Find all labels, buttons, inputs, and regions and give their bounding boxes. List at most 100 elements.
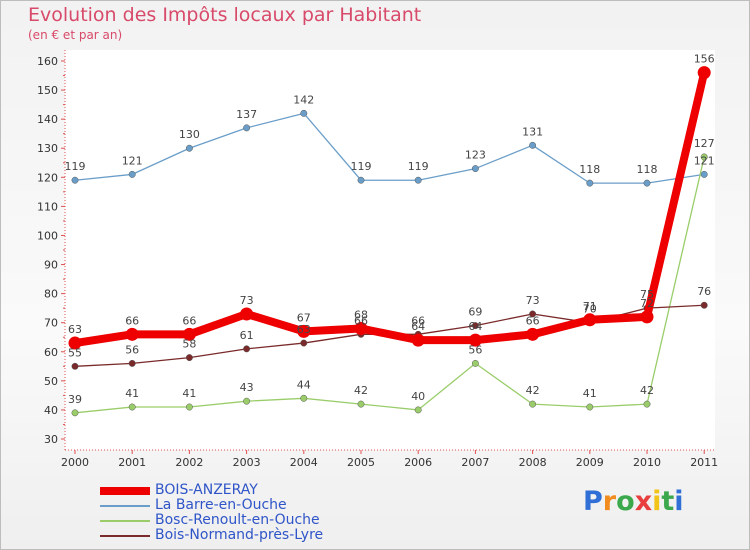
- data-point-2: [471, 359, 479, 367]
- data-label-0: 73: [240, 294, 254, 307]
- data-label-1: 130: [179, 128, 200, 141]
- data-label-2: 42: [640, 384, 654, 397]
- x-tick-label: 2001: [118, 456, 146, 469]
- y-tick-label: 120: [37, 171, 58, 184]
- legend-label-bois-anzeray: BOIS-ANZERAY: [155, 482, 258, 498]
- data-point-0: [240, 307, 254, 321]
- data-point-0: [583, 313, 597, 327]
- data-label-2: 44: [297, 378, 311, 391]
- data-label-3: 55: [68, 346, 82, 359]
- legend-label-la-barre: La Barre-en-Ouche: [155, 497, 287, 513]
- data-label-2: 40: [411, 390, 425, 403]
- data-label-2: 43: [240, 381, 254, 394]
- data-label-0: 64: [411, 320, 425, 333]
- x-tick-label: 2000: [61, 456, 89, 469]
- plot-area: [65, 50, 715, 450]
- legend-swatch-bosc-renoult: [100, 520, 150, 522]
- data-label-1: 123: [465, 149, 486, 162]
- legend-label-bosc-renoult: Bosc-Renoult-en-Ouche: [155, 512, 320, 528]
- x-tick-label: 2007: [461, 456, 489, 469]
- y-tick-label: 80: [44, 288, 58, 301]
- legend-swatch-la-barre: [100, 505, 150, 507]
- y-tick-label: 50: [44, 375, 58, 388]
- data-point-3: [300, 339, 308, 347]
- legend-label-bois-normand: Bois-Normand-près-Lyre: [155, 527, 324, 543]
- y-tick-label: 100: [37, 229, 58, 242]
- data-point-0: [697, 66, 711, 80]
- data-label-1: 121: [122, 154, 143, 167]
- data-point-1: [643, 179, 651, 187]
- data-label-2: 39: [68, 393, 82, 406]
- data-point-1: [300, 109, 308, 117]
- data-point-3: [529, 310, 537, 318]
- data-point-0: [297, 324, 311, 338]
- data-label-0: 156: [694, 53, 715, 66]
- data-point-3: [243, 345, 251, 353]
- data-point-1: [243, 124, 251, 132]
- y-tick-label: 70: [44, 317, 58, 330]
- data-label-1: 119: [408, 160, 429, 173]
- data-point-1: [471, 165, 479, 173]
- data-label-2: 41: [583, 387, 597, 400]
- x-tick-label: 2002: [175, 456, 203, 469]
- data-label-1: 119: [65, 160, 86, 173]
- data-label-0: 67: [297, 311, 311, 324]
- data-point-3: [471, 322, 479, 330]
- data-point-3: [71, 362, 79, 370]
- legend-swatch-bois-anzeray: [100, 487, 150, 495]
- data-point-2: [185, 403, 193, 411]
- y-tick-label: 130: [37, 142, 58, 155]
- data-point-0: [411, 333, 425, 347]
- data-label-2: 41: [125, 387, 139, 400]
- data-point-2: [586, 403, 594, 411]
- data-label-3: 75: [640, 288, 654, 301]
- x-tick-label: 2008: [519, 456, 547, 469]
- data-point-2: [643, 400, 651, 408]
- y-tick-label: 30: [44, 433, 58, 446]
- data-point-2: [300, 394, 308, 402]
- series-line-1: [74, 112, 705, 184]
- y-tick-label: 160: [37, 55, 58, 68]
- data-label-3: 56: [125, 343, 139, 356]
- x-tick-label: 2005: [347, 456, 375, 469]
- y-tick-label: 150: [37, 84, 58, 97]
- logo-letter: r: [602, 486, 617, 517]
- data-point-0: [68, 336, 82, 350]
- data-point-1: [128, 170, 136, 178]
- data-point-0: [640, 310, 654, 324]
- data-label-3: 61: [240, 329, 254, 342]
- proxiti-logo: Proxiti: [583, 486, 684, 517]
- logo-letter: i: [652, 486, 662, 517]
- data-label-3: 66: [354, 314, 368, 327]
- data-label-1: 118: [637, 163, 658, 176]
- data-point-1: [357, 176, 365, 184]
- data-point-1: [185, 144, 193, 152]
- chart-title: Evolution des Impôts locaux par Habitant: [28, 4, 422, 26]
- data-point-2: [243, 397, 251, 405]
- data-label-3: 63: [297, 323, 311, 336]
- chart-subtitle: (en € et par an): [28, 28, 123, 42]
- data-point-3: [185, 354, 193, 362]
- data-point-0: [526, 327, 540, 341]
- y-tick-label: 110: [37, 200, 58, 213]
- data-label-0: 66: [526, 314, 540, 327]
- data-point-2: [357, 400, 365, 408]
- series-line-0: [71, 68, 709, 348]
- data-label-2: 42: [354, 384, 368, 397]
- x-tick-label: 2009: [576, 456, 604, 469]
- data-label-3: 58: [182, 338, 196, 351]
- data-label-1: 131: [522, 125, 543, 138]
- data-point-1: [700, 170, 708, 178]
- data-point-0: [125, 327, 139, 341]
- data-point-0: [468, 333, 482, 347]
- data-label-2: 42: [526, 384, 540, 397]
- data-point-2: [128, 403, 136, 411]
- x-tick-label: 2004: [290, 456, 318, 469]
- data-label-0: 71: [583, 300, 597, 313]
- data-label-0: 72: [640, 297, 654, 310]
- data-label-1: 118: [579, 163, 600, 176]
- y-tick-label: 140: [37, 113, 58, 126]
- logo-letter: o: [616, 486, 635, 517]
- data-label-0: 66: [182, 314, 196, 327]
